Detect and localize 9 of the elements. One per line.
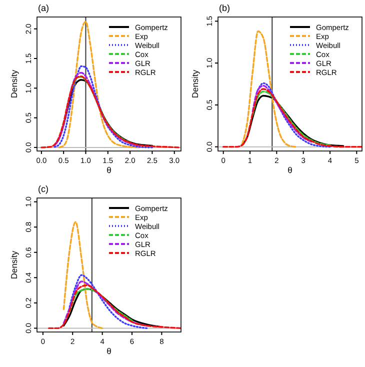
x-axis-title: θ	[106, 165, 112, 175]
y-axis-title: Density	[190, 69, 200, 98]
x-axis-title: θ	[288, 165, 293, 175]
chart-title: (a)	[38, 3, 49, 13]
chart-title: (b)	[219, 3, 230, 13]
x-axis-title: θ	[106, 346, 112, 356]
chart-title: (c)	[38, 184, 48, 194]
y-axis-title: Density	[9, 250, 19, 280]
y-axis-title: Density	[9, 69, 19, 98]
